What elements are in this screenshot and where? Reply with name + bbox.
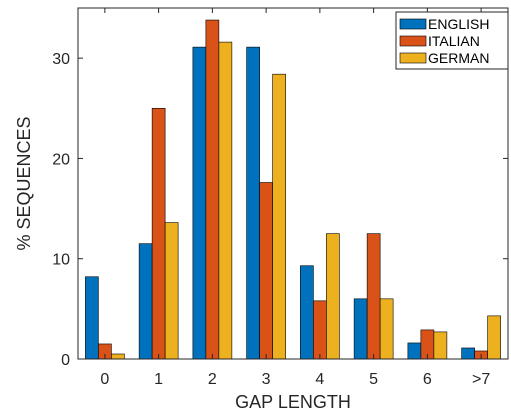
bar-english-2 xyxy=(193,47,206,359)
bar-english-4 xyxy=(300,266,313,359)
bar-italian-5 xyxy=(367,234,380,359)
bar-english-3 xyxy=(247,47,260,359)
legend-label-german: GERMAN xyxy=(428,50,489,66)
bar-english-1 xyxy=(139,244,152,359)
x-tick-label-6: 6 xyxy=(423,371,432,388)
bar-italian-4 xyxy=(313,301,326,359)
x-tick-label-1: 1 xyxy=(154,371,163,388)
bar-german-2 xyxy=(219,42,232,359)
legend-swatch-english xyxy=(400,19,426,29)
legend-swatch-italian xyxy=(400,36,426,46)
x-tick-label-0: 0 xyxy=(100,371,109,388)
bar-german-3 xyxy=(273,74,286,359)
bar-english-6 xyxy=(408,343,421,359)
bar-english-5 xyxy=(354,299,367,359)
y-tick-label-0: 0 xyxy=(61,352,70,369)
legend-label-english: ENGLISH xyxy=(428,16,489,32)
x-tick-label-7: >7 xyxy=(472,371,490,388)
bar-german-7 xyxy=(488,316,501,359)
bar-italian-1 xyxy=(152,108,165,359)
bar-italian-3 xyxy=(260,183,273,360)
bar-english-7 xyxy=(462,348,475,359)
y-tick-label-3: 30 xyxy=(52,51,70,68)
bar-german-6 xyxy=(434,332,447,359)
y-tick-label-2: 20 xyxy=(52,151,70,168)
bar-english-0 xyxy=(85,277,98,359)
x-tick-label-3: 3 xyxy=(262,371,271,388)
x-tick-label-2: 2 xyxy=(208,371,217,388)
bar-german-0 xyxy=(111,354,124,359)
legend-swatch-german xyxy=(400,53,426,63)
bar-german-4 xyxy=(326,234,339,359)
x-tick-label-5: 5 xyxy=(369,371,378,388)
y-tick-label-1: 10 xyxy=(52,252,70,269)
bar-german-1 xyxy=(165,223,178,359)
bar-italian-2 xyxy=(206,20,219,359)
bar-german-5 xyxy=(380,299,393,359)
y-axis-title: % SEQUENCES xyxy=(14,116,34,250)
legend-label-italian: ITALIAN xyxy=(428,33,480,49)
x-axis-title: GAP LENGTH xyxy=(235,392,351,412)
x-tick-label-4: 4 xyxy=(315,371,324,388)
bars-layer xyxy=(85,20,500,359)
